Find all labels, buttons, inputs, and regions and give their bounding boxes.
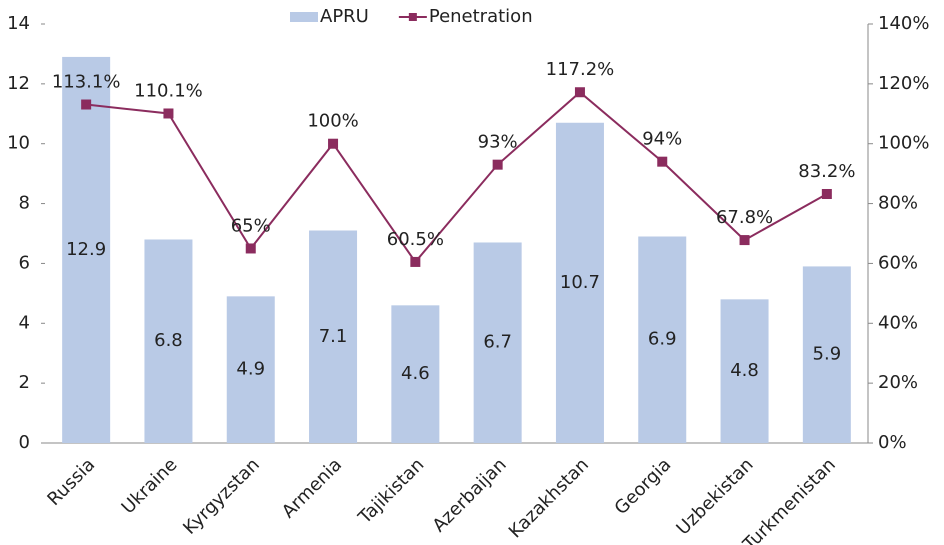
line-marker [410,256,421,267]
y-tick-label: 12 [7,73,30,94]
bar-value-label: 4.6 [401,363,430,384]
bar-value-label: 10.7 [560,272,600,293]
bar [309,230,358,443]
y2-tick-label: 140% [878,13,929,34]
line-value-label: 93% [478,132,518,153]
bar [473,242,522,443]
y2-tick-label: 20% [878,372,918,393]
y2-tick-label: 80% [878,193,918,214]
x-tick-label: Azerbaijan [429,454,511,536]
x-tick-label: Kyrgyzstan [179,454,264,539]
bar-value-label: 5.9 [813,344,842,365]
x-tick-label: Ukraine [118,454,182,518]
y-tick-label: 2 [19,372,30,393]
bar-value-label: 6.9 [648,329,677,350]
line-value-label: 60.5% [387,229,444,250]
y2-tick-label: 60% [878,252,918,273]
line-marker [245,243,256,254]
bar-value-label: 4.9 [236,359,265,380]
bar [226,296,275,443]
y-tick-label: 14 [7,13,30,34]
line-value-label: 113.1% [52,72,121,93]
line-marker [492,159,503,170]
bar [391,305,440,443]
bar-value-label: 6.7 [483,332,512,353]
line-value-label: 83.2% [798,161,855,182]
bar [144,239,193,443]
y-tick-label: 6 [19,252,30,273]
y-tick-label: 0 [19,432,30,453]
line-marker [328,138,339,149]
line-value-label: 67.8% [716,207,773,228]
line-marker [821,188,832,199]
y2-tick-label: 100% [878,133,929,154]
legend-label: Penetration [429,6,533,27]
legend-swatch [290,12,318,22]
line-value-label: 117.2% [546,59,615,80]
bar-value-label: 7.1 [319,326,348,347]
x-tick-label: Russia [43,454,99,510]
y-tick-label: 10 [7,133,30,154]
x-tick-label: Armenia [278,454,346,522]
y2-tick-label: 120% [878,73,929,94]
line-marker [81,99,92,110]
line-value-label: 100% [307,111,358,132]
legend-swatch [408,13,417,21]
line-marker [657,156,668,167]
line-marker [739,235,750,246]
y2-tick-label: 0% [878,432,907,453]
legend-label: APRU [320,6,369,27]
line-value-label: 110.1% [134,80,203,101]
x-tick-label: Georgia [611,454,676,519]
bar-value-label: 6.8 [154,330,183,351]
x-tick-label: Tajikistan [354,454,429,529]
line-value-label: 65% [231,215,271,236]
bar [802,266,851,443]
line-value-label: 94% [642,129,682,150]
x-tick-label: Uzbekistan [672,454,757,539]
y2-tick-label: 40% [878,312,918,333]
bar [555,122,604,443]
x-tick-label: Kazakhstan [505,454,593,542]
y-tick-label: 8 [19,193,30,214]
line [86,90,828,264]
y-tick-label: 4 [19,312,30,333]
bar [62,56,111,444]
line-marker [163,108,174,119]
bar [720,299,769,443]
bar-value-label: 4.8 [730,360,759,381]
bar [638,236,687,443]
line-marker [574,87,585,98]
bar-value-label: 12.9 [66,239,106,260]
